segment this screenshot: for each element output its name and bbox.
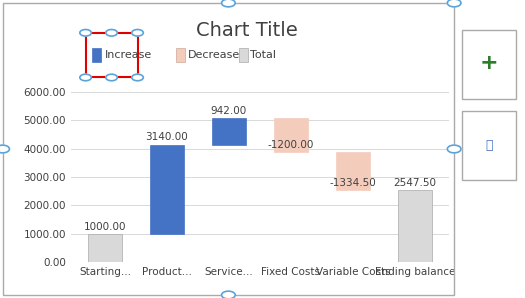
- Circle shape: [447, 145, 461, 153]
- Bar: [336, 152, 370, 190]
- Bar: [150, 145, 184, 234]
- Circle shape: [132, 74, 143, 81]
- Circle shape: [106, 74, 118, 81]
- Circle shape: [132, 30, 143, 36]
- Circle shape: [447, 0, 461, 7]
- Circle shape: [222, 291, 235, 298]
- Bar: [86, 33, 138, 77]
- Text: +: +: [480, 53, 498, 73]
- Text: Total: Total: [250, 50, 277, 60]
- FancyBboxPatch shape: [463, 30, 516, 99]
- Text: Decrease: Decrease: [187, 50, 240, 60]
- Circle shape: [0, 145, 9, 153]
- Bar: [88, 234, 122, 262]
- Circle shape: [106, 30, 118, 36]
- Bar: [398, 190, 432, 262]
- Bar: [3, 3, 454, 295]
- Text: -1200.00: -1200.00: [268, 140, 314, 150]
- Bar: [212, 118, 246, 145]
- Text: -1334.50: -1334.50: [330, 178, 376, 187]
- Circle shape: [222, 0, 235, 7]
- Circle shape: [80, 74, 91, 81]
- Text: Increase: Increase: [104, 50, 152, 60]
- Text: 942.00: 942.00: [211, 105, 247, 116]
- Text: 2547.50: 2547.50: [393, 178, 436, 187]
- FancyBboxPatch shape: [463, 111, 516, 180]
- Circle shape: [80, 30, 91, 36]
- Text: 1000.00: 1000.00: [83, 221, 126, 232]
- Bar: [274, 118, 308, 152]
- Text: 3140.00: 3140.00: [145, 132, 188, 142]
- Text: Chart Title: Chart Title: [196, 21, 298, 40]
- Text: 🖌: 🖌: [485, 139, 492, 152]
